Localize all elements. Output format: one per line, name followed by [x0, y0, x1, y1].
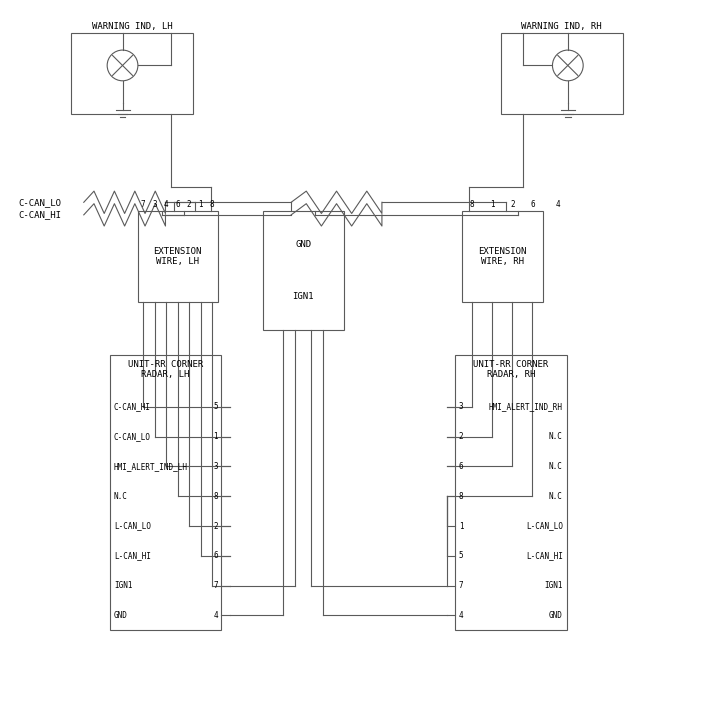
Text: 4: 4 [556, 199, 560, 208]
Text: L-CAN_HI: L-CAN_HI [114, 552, 151, 560]
Text: 6: 6 [458, 462, 463, 471]
Text: L-CAN_LO: L-CAN_LO [114, 522, 151, 530]
Text: EXTENSION
WIRE, LH: EXTENSION WIRE, LH [154, 247, 202, 267]
Text: 7: 7 [458, 581, 463, 590]
Text: WARNING IND, LH: WARNING IND, LH [92, 21, 172, 30]
Text: N.C: N.C [549, 492, 563, 501]
Bar [263, 211, 343, 330]
Text: N.C: N.C [549, 462, 563, 471]
Text: 2: 2 [187, 199, 191, 208]
Text: 5: 5 [213, 403, 218, 411]
Text: L-CAN_LO: L-CAN_LO [526, 522, 563, 530]
Text: 3: 3 [152, 199, 157, 208]
Text: 3: 3 [213, 462, 218, 471]
Text: 2: 2 [510, 199, 515, 208]
Text: HMI_ALERT_IND_RH: HMI_ALERT_IND_RH [489, 403, 563, 411]
Text: 1: 1 [458, 522, 463, 530]
Text: 8: 8 [458, 492, 463, 501]
Text: 1: 1 [198, 199, 203, 208]
Text: 2: 2 [213, 522, 218, 530]
Text: IGN1: IGN1 [544, 581, 563, 590]
Bar [462, 211, 543, 302]
Bar [137, 211, 218, 302]
Text: N.C: N.C [114, 492, 128, 501]
Text: 1: 1 [213, 432, 218, 441]
Text: 8: 8 [470, 199, 475, 208]
Text: WARNING IND, RH: WARNING IND, RH [522, 21, 602, 30]
Text: IGN1: IGN1 [292, 292, 314, 301]
Bar [72, 33, 193, 113]
Text: 4: 4 [458, 611, 463, 620]
Text: 6: 6 [530, 199, 535, 208]
Text: 7: 7 [213, 581, 218, 590]
Text: EXTENSION
WIRE, RH: EXTENSION WIRE, RH [478, 247, 526, 267]
Text: 5: 5 [458, 552, 463, 560]
Text: UNIT-RR CORNER
RADAR, RH: UNIT-RR CORNER RADAR, RH [473, 360, 549, 379]
Text: 4: 4 [164, 199, 168, 208]
Text: C-CAN_LO: C-CAN_LO [114, 432, 151, 441]
Text: 8: 8 [213, 492, 218, 501]
Text: C-CAN_HI: C-CAN_HI [114, 403, 151, 411]
Text: HMI_ALERT_IND_LH: HMI_ALERT_IND_LH [114, 462, 188, 471]
Text: 7: 7 [141, 199, 146, 208]
Text: 6: 6 [175, 199, 180, 208]
Text: GND: GND [114, 611, 128, 620]
Text: 3: 3 [458, 403, 463, 411]
Text: 1: 1 [490, 199, 495, 208]
Text: C-CAN_HI: C-CAN_HI [19, 211, 62, 219]
Text: 8: 8 [210, 199, 215, 208]
Text: L-CAN_HI: L-CAN_HI [526, 552, 563, 560]
Text: 2: 2 [458, 432, 463, 441]
Text: 4: 4 [213, 611, 218, 620]
Text: UNIT-RR CORNER
RADAR, LH: UNIT-RR CORNER RADAR, LH [128, 360, 203, 379]
Text: C-CAN_LO: C-CAN_LO [19, 198, 62, 207]
Text: IGN1: IGN1 [114, 581, 132, 590]
Text: GND: GND [295, 240, 311, 249]
Bar [501, 33, 622, 113]
Bar [109, 354, 222, 630]
Text: 6: 6 [213, 552, 218, 560]
Text: N.C: N.C [549, 432, 563, 441]
Text: GND: GND [549, 611, 563, 620]
Bar [455, 354, 567, 630]
